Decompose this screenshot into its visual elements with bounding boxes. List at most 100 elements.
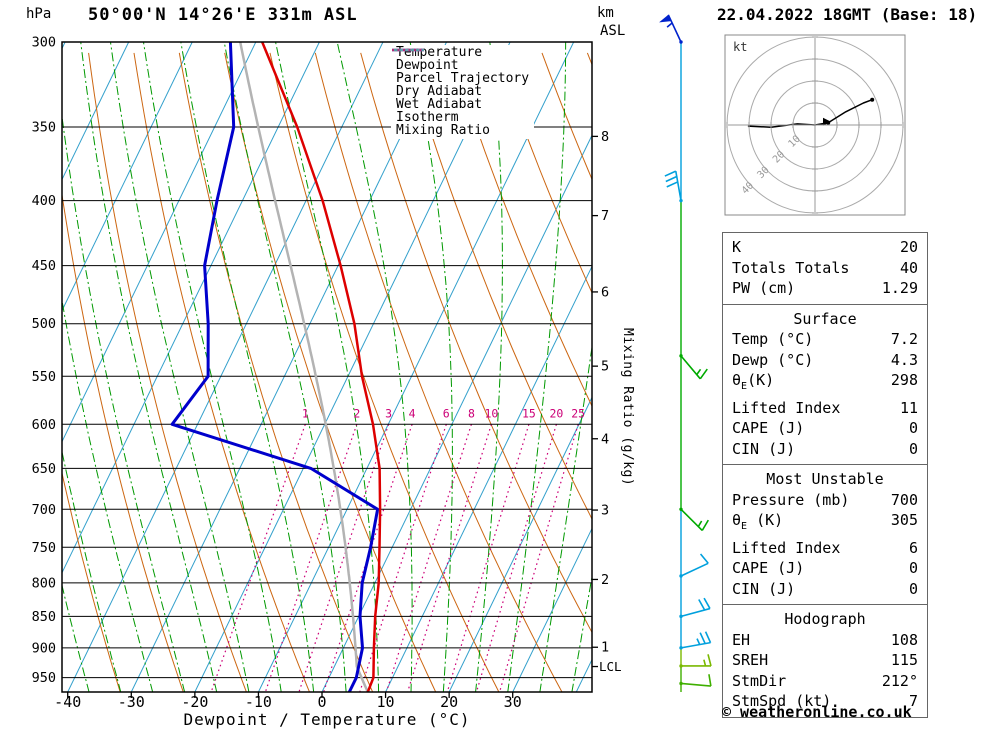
svg-text:10: 10: [484, 406, 498, 420]
pressure-unit-label: hPa: [26, 6, 52, 22]
svg-text:300: 300: [32, 35, 56, 51]
table-row: Pressure (mb) 700: [732, 490, 918, 511]
row-value: 6: [908, 538, 918, 557]
svg-text:-30: -30: [118, 693, 145, 711]
profile-curves: [170, 42, 382, 692]
legend-label: Dry Adiabat: [396, 84, 483, 100]
row-label: Lifted Index: [732, 538, 841, 557]
stats-tables: K 20 Totals Totals 40 PW (cm) 1.29 Surface Temp…: [722, 232, 928, 718]
svg-text:LCL: LCL: [599, 659, 622, 674]
row-label: CAPE (J): [732, 419, 805, 437]
svg-text:450: 450: [32, 258, 56, 274]
svg-text:850: 850: [32, 609, 56, 625]
wet-adiabat-lines: [62, 42, 592, 692]
table-row: θE(K) 298: [732, 370, 918, 398]
legend-label: Parcel Trajectory: [396, 71, 530, 87]
svg-text:15: 15: [522, 406, 536, 420]
svg-text:400: 400: [32, 193, 56, 209]
table-row: CAPE (J) 0: [732, 418, 918, 439]
svg-text:8: 8: [601, 129, 609, 145]
row-value: 212°: [881, 671, 918, 690]
legend-label: Wet Adiabat: [396, 97, 483, 112]
row-value: 40: [899, 258, 918, 277]
svg-text:5: 5: [601, 359, 609, 375]
row-label: StmDir: [732, 671, 787, 690]
legend-item-mixing-ratio: Mixing Ratio: [392, 49, 529, 137]
svg-text:3: 3: [601, 503, 609, 519]
row-label: CIN (J): [732, 439, 796, 458]
svg-text:20: 20: [549, 406, 563, 420]
row-label: StmSpd (kt): [732, 692, 832, 710]
wind-barb-column: [659, 14, 712, 692]
row-label: EH: [732, 630, 751, 649]
legend-label: Dewpoint: [396, 58, 459, 74]
svg-text:1: 1: [601, 640, 609, 656]
row-value: 108: [890, 630, 918, 649]
row-value: 0: [908, 559, 918, 577]
table-row: StmDir 212°: [732, 671, 918, 692]
row-value: 0: [908, 419, 918, 437]
isotherm-lines: [62, 42, 592, 692]
row-label: PW (cm): [732, 279, 796, 297]
stats-table-surface: Surface Temp (°C) 7.2 Dewp (°C) 4.3 θE(K) 298 L…: [722, 303, 928, 465]
svg-text:30: 30: [504, 693, 522, 711]
row-label: CIN (J): [732, 579, 796, 598]
copyright-link[interactable]: © weatheronline.co.uk: [722, 703, 912, 721]
row-label: Dewp (°C): [732, 350, 814, 369]
stats-table-hodograph: Hodograph EH 108 SREH 115 StmDir 212° StmSpd (k…: [722, 604, 928, 718]
run-datetime: 22.04.2022 18GMT (Base: 18): [717, 5, 978, 24]
table-row: EH 108: [732, 630, 918, 651]
svg-text:900: 900: [32, 640, 56, 656]
table-row: SREH 115: [732, 650, 918, 671]
svg-text:700: 700: [32, 502, 56, 518]
svg-text:600: 600: [32, 417, 56, 433]
table-row: θE (K) 305: [732, 510, 918, 538]
row-label: Lifted Index: [732, 398, 841, 417]
table-title: Most Unstable: [766, 470, 884, 488]
row-label: SREH: [732, 651, 769, 669]
x-axis-label: Dewpoint / Temperature (°C): [183, 710, 471, 729]
svg-text:0: 0: [317, 693, 326, 711]
legend-line-sample: [392, 49, 424, 51]
row-label: CAPE (J): [732, 559, 805, 577]
svg-text:10: 10: [377, 693, 395, 711]
svg-text:1: 1: [302, 406, 309, 420]
legend-label: Isotherm: [396, 109, 459, 125]
svg-text:4: 4: [409, 406, 416, 420]
svg-text:950: 950: [32, 670, 56, 686]
row-label: K: [732, 238, 742, 256]
svg-text:kt: kt: [733, 40, 747, 54]
mixing-ratio-axis-label: Mixing Ratio (g/kg): [620, 328, 635, 487]
svg-text:7: 7: [601, 208, 609, 224]
svg-text:6: 6: [443, 406, 450, 420]
table-row: Dewp (°C) 4.3: [732, 350, 918, 371]
svg-text:350: 350: [32, 120, 56, 136]
svg-text:-40: -40: [54, 693, 81, 711]
svg-text:-20: -20: [181, 693, 208, 711]
row-value: 7: [908, 692, 918, 710]
svg-text:25: 25: [571, 406, 585, 420]
svg-text:-10: -10: [245, 693, 272, 711]
table-title: Surface: [793, 309, 857, 328]
row-value: 298: [890, 371, 918, 389]
table-row: PW (cm) 1.29: [732, 278, 918, 299]
asl-unit-label: ASL: [600, 23, 626, 39]
legend-item-isotherm: Isotherm: [392, 49, 529, 125]
row-value: 115: [890, 651, 918, 669]
row-label: Totals Totals: [732, 258, 850, 277]
row-label: θE (K): [732, 511, 784, 532]
table-row: Lifted Index 6: [732, 538, 918, 559]
row-value: 4.3: [890, 350, 918, 369]
table-row: CIN (J) 0: [732, 579, 918, 600]
plot-border: [61, 41, 593, 693]
table-row: Totals Totals 40: [732, 258, 918, 279]
dry-adiabat-lines: [62, 52, 592, 692]
row-value: 305: [890, 511, 918, 529]
svg-text:550: 550: [32, 369, 56, 385]
svg-text:750: 750: [32, 540, 56, 556]
station-title: 50°00'N 14°26'E 331m ASL: [88, 5, 358, 25]
svg-text:2: 2: [601, 572, 609, 588]
svg-text:6: 6: [601, 284, 609, 300]
